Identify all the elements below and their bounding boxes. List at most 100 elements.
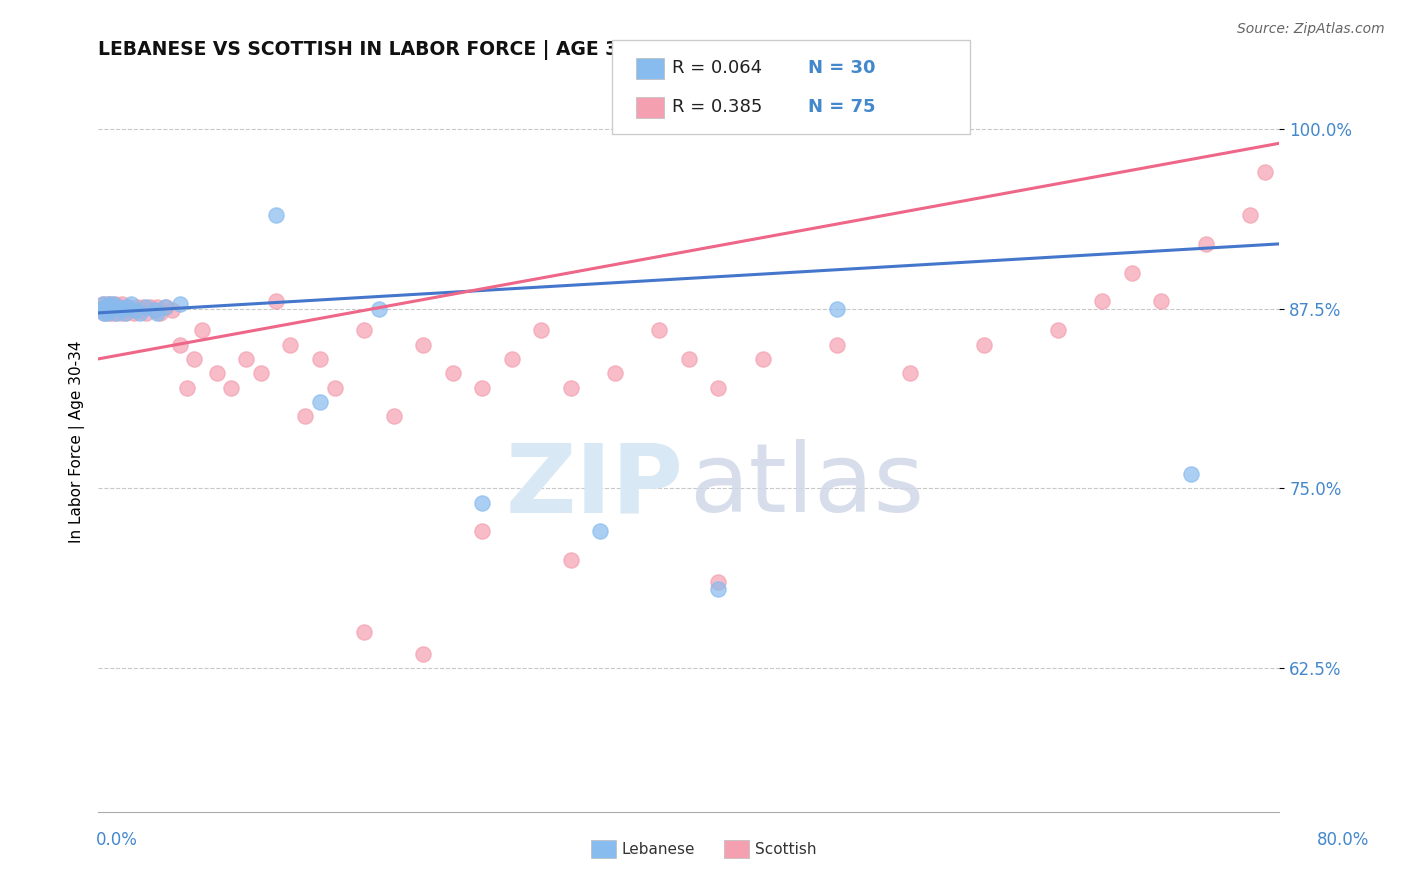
Point bbox=[146, 306, 169, 320]
Point bbox=[143, 303, 166, 318]
Point bbox=[122, 306, 145, 320]
Point bbox=[103, 303, 125, 318]
Point bbox=[1195, 236, 1218, 251]
Point bbox=[264, 208, 287, 222]
Point bbox=[105, 306, 128, 320]
Point bbox=[1046, 323, 1070, 337]
Point bbox=[412, 647, 434, 661]
Point bbox=[146, 300, 169, 314]
Point bbox=[501, 351, 523, 366]
Point bbox=[825, 337, 848, 351]
Point bbox=[648, 323, 671, 337]
Point bbox=[91, 297, 114, 311]
Point bbox=[98, 303, 121, 318]
Text: Scottish: Scottish bbox=[755, 842, 817, 856]
Point bbox=[707, 582, 730, 596]
Point bbox=[108, 300, 131, 314]
Point bbox=[707, 574, 730, 589]
Point bbox=[100, 300, 122, 314]
Point bbox=[139, 300, 162, 314]
Point bbox=[96, 303, 118, 318]
Point bbox=[1121, 266, 1143, 280]
Text: atlas: atlas bbox=[689, 440, 925, 533]
Point bbox=[191, 323, 214, 337]
Point bbox=[471, 495, 494, 509]
Point bbox=[973, 337, 995, 351]
Point bbox=[149, 306, 172, 320]
Point bbox=[96, 306, 118, 320]
Point bbox=[103, 297, 125, 311]
Point bbox=[132, 300, 155, 314]
Point bbox=[605, 366, 627, 380]
Point bbox=[530, 323, 553, 337]
Point bbox=[368, 301, 391, 316]
Point bbox=[124, 303, 146, 318]
Point bbox=[135, 306, 157, 320]
Text: 80.0%: 80.0% bbox=[1316, 831, 1369, 849]
Point bbox=[97, 300, 120, 314]
Point bbox=[103, 301, 125, 316]
Point bbox=[98, 297, 121, 311]
Text: Lebanese: Lebanese bbox=[621, 842, 695, 856]
Point bbox=[825, 301, 848, 316]
Point bbox=[353, 625, 375, 640]
Point bbox=[250, 366, 273, 380]
Point bbox=[205, 366, 228, 380]
Y-axis label: In Labor Force | Age 30-34: In Labor Force | Age 30-34 bbox=[69, 340, 84, 543]
Point bbox=[90, 301, 112, 316]
Point bbox=[120, 297, 142, 311]
Point bbox=[155, 300, 177, 314]
Point bbox=[97, 306, 120, 320]
Point bbox=[169, 297, 191, 311]
Point bbox=[128, 306, 150, 320]
Text: N = 30: N = 30 bbox=[808, 60, 876, 78]
Point bbox=[114, 306, 136, 320]
Point bbox=[183, 351, 205, 366]
Point bbox=[1150, 294, 1173, 309]
Point bbox=[560, 381, 582, 395]
Point bbox=[108, 300, 131, 314]
Point bbox=[97, 297, 120, 311]
Point bbox=[264, 294, 287, 309]
Point bbox=[678, 351, 700, 366]
Point bbox=[90, 301, 112, 316]
Point bbox=[471, 524, 494, 539]
Point bbox=[111, 301, 134, 316]
Point bbox=[1239, 208, 1261, 222]
Text: R = 0.385: R = 0.385 bbox=[672, 98, 762, 116]
Point bbox=[128, 303, 150, 318]
Text: Source: ZipAtlas.com: Source: ZipAtlas.com bbox=[1237, 22, 1385, 37]
Point bbox=[900, 366, 922, 380]
Point bbox=[94, 300, 117, 314]
Point bbox=[120, 303, 142, 318]
Point bbox=[1180, 467, 1202, 481]
Point bbox=[353, 323, 375, 337]
Text: N = 75: N = 75 bbox=[808, 98, 876, 116]
Point bbox=[100, 306, 122, 320]
Point bbox=[560, 553, 582, 567]
Point bbox=[153, 300, 176, 314]
Point bbox=[125, 300, 148, 314]
Point bbox=[105, 306, 128, 320]
Point bbox=[114, 300, 136, 314]
Point bbox=[752, 351, 775, 366]
Point bbox=[169, 337, 191, 351]
Point bbox=[1254, 165, 1277, 179]
Point bbox=[93, 306, 115, 320]
Point bbox=[94, 301, 117, 316]
Point bbox=[441, 366, 464, 380]
Point bbox=[110, 306, 132, 320]
Point bbox=[235, 351, 257, 366]
Point bbox=[143, 303, 166, 318]
Text: LEBANESE VS SCOTTISH IN LABOR FORCE | AGE 30-34 CORRELATION CHART: LEBANESE VS SCOTTISH IN LABOR FORCE | AG… bbox=[98, 39, 897, 60]
Point bbox=[589, 524, 612, 539]
Point bbox=[135, 300, 157, 314]
Point bbox=[117, 300, 139, 314]
Point bbox=[412, 337, 434, 351]
Point bbox=[112, 303, 135, 318]
Point bbox=[176, 381, 198, 395]
Point bbox=[93, 306, 115, 320]
Point bbox=[309, 351, 332, 366]
Point bbox=[107, 303, 129, 318]
Point bbox=[471, 381, 494, 395]
